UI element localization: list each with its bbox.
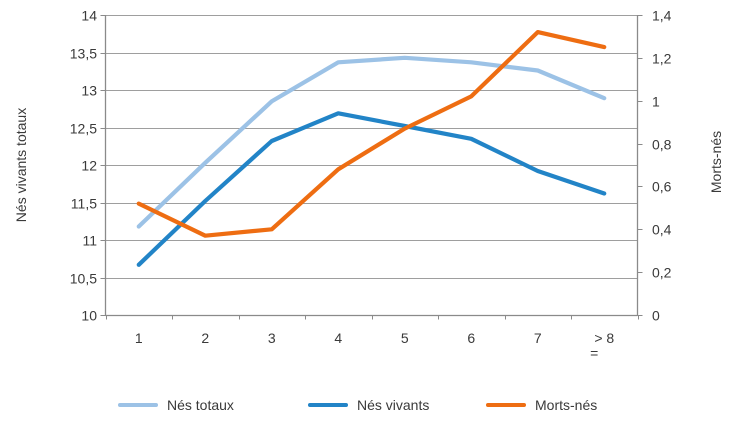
y-axis-right-title: Morts-nés	[708, 130, 724, 194]
y-axis-left-tick-label: 12	[81, 158, 97, 174]
x-axis-tick-label: 4	[334, 330, 342, 346]
y-axis-left-tick-label: 11,5	[71, 196, 97, 212]
series-line-nes-totaux	[136, 55, 607, 229]
tick-marks	[100, 15, 643, 320]
y-axis-right-tick-label: 0	[652, 308, 660, 324]
series-line-morts-nes	[136, 29, 607, 238]
y-axis-left-title: Nés vivants totaux	[13, 107, 29, 223]
gridlines	[105, 15, 638, 279]
y-axis-right-tick-label: 0,2	[652, 265, 672, 281]
series-line-nes-vivants	[136, 111, 607, 267]
y-axis-left-tick-label: 12,5	[70, 121, 97, 137]
y-axis-right-tick-label: 1,4	[652, 8, 672, 24]
x-axis-tick-label: 2	[201, 330, 209, 346]
y-axis-left-tick-label: 13	[81, 83, 97, 99]
x-axis-tick-label-wrap: =	[590, 345, 598, 361]
tick-labels: 1010,51111,51212,51313,51400,20,40,60,81…	[70, 8, 672, 362]
x-axis-tick-label: 7	[534, 330, 542, 346]
x-axis-tick-label: 3	[268, 330, 276, 346]
y-axis-left-tick-label: 14	[81, 8, 97, 24]
legend-swatch-nes-vivants	[308, 403, 348, 407]
x-axis-tick-label: 1	[135, 330, 143, 346]
x-axis-tick-label: > 8	[594, 330, 614, 346]
series-lines	[136, 29, 607, 267]
y-axis-left-tick-label: 10,5	[70, 271, 97, 287]
x-axis-tick-label: 5	[401, 330, 409, 346]
y-axis-left-tick-label: 13,5	[70, 46, 97, 62]
y-axis-right-tick-label: 1,2	[652, 51, 672, 67]
y-axis-right-tick-label: 0,6	[652, 179, 672, 195]
legend-label-nes-totaux: Nés totaux	[167, 397, 234, 413]
legend-swatch-nes-totaux	[118, 403, 158, 407]
legend-label-morts-nes: Morts-nés	[535, 397, 598, 413]
legend-label-nes-vivants: Nés vivants	[357, 397, 430, 413]
x-axis-tick-label: 6	[467, 330, 475, 346]
legend-swatch-morts-nes	[486, 403, 526, 407]
y-axis-right-tick-label: 0,8	[652, 137, 672, 153]
legend-entry-morts-nes: Morts-nés	[486, 396, 597, 414]
y-axis-left-tick-label: 10	[81, 308, 97, 324]
legend-entry-nes-totaux: Nés totaux	[118, 396, 234, 414]
y-axis-left-tick-label: 11	[82, 233, 97, 249]
y-axis-right-tick-label: 1	[652, 94, 660, 110]
legend-entry-nes-vivants: Nés vivants	[308, 396, 429, 414]
y-axis-right-tick-label: 0,4	[652, 222, 672, 238]
